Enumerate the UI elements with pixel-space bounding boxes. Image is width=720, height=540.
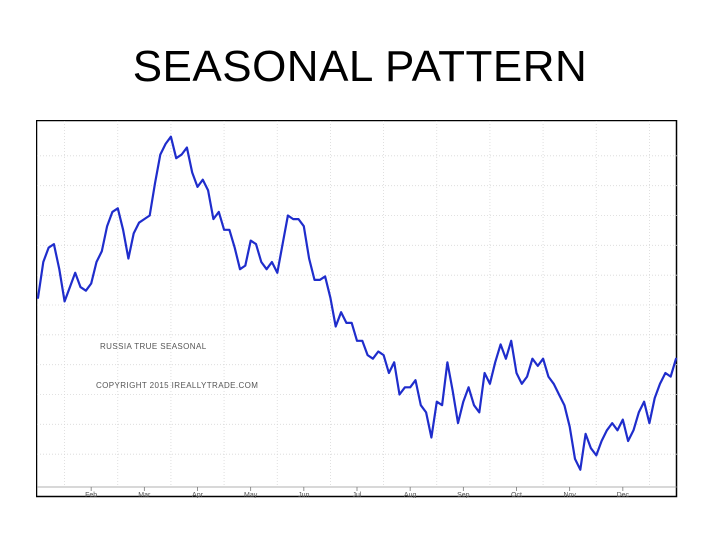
x-tick-label: Oct: [511, 492, 522, 498]
x-tick-label: Nov: [563, 492, 576, 498]
chart-frame: [36, 120, 678, 498]
slide-title: SEASONAL PATTERN: [132, 42, 588, 91]
x-tick-label: Dec: [617, 492, 630, 498]
x-tick-label: Mar: [138, 492, 151, 498]
x-tick-label: Feb: [85, 492, 97, 498]
line-chart: RUSSIA TRUE SEASONAL COPYRIGHT 2015 IREA…: [36, 120, 678, 498]
x-tick-label: May: [244, 492, 258, 498]
chart-grid: [37, 121, 677, 486]
x-tick-label: Aug: [404, 492, 417, 498]
x-tick-label: Jun: [298, 492, 309, 498]
x-tick-label: Apr: [192, 492, 204, 498]
x-tick-label: Jul: [353, 492, 362, 498]
x-axis-ticks: Feb Mar Apr May Jun Jul Aug Sep Oct Nov Dec: [37, 486, 677, 498]
annotation-copyright: COPYRIGHT 2015 IREALLYTRADE.COM: [96, 381, 258, 390]
series-line: [36, 135, 678, 471]
chart-container: RUSSIA TRUE SEASONAL COPYRIGHT 2015 IREA…: [36, 120, 678, 498]
x-tick-label: Sep: [457, 492, 470, 498]
annotation-title: RUSSIA TRUE SEASONAL: [100, 342, 207, 351]
